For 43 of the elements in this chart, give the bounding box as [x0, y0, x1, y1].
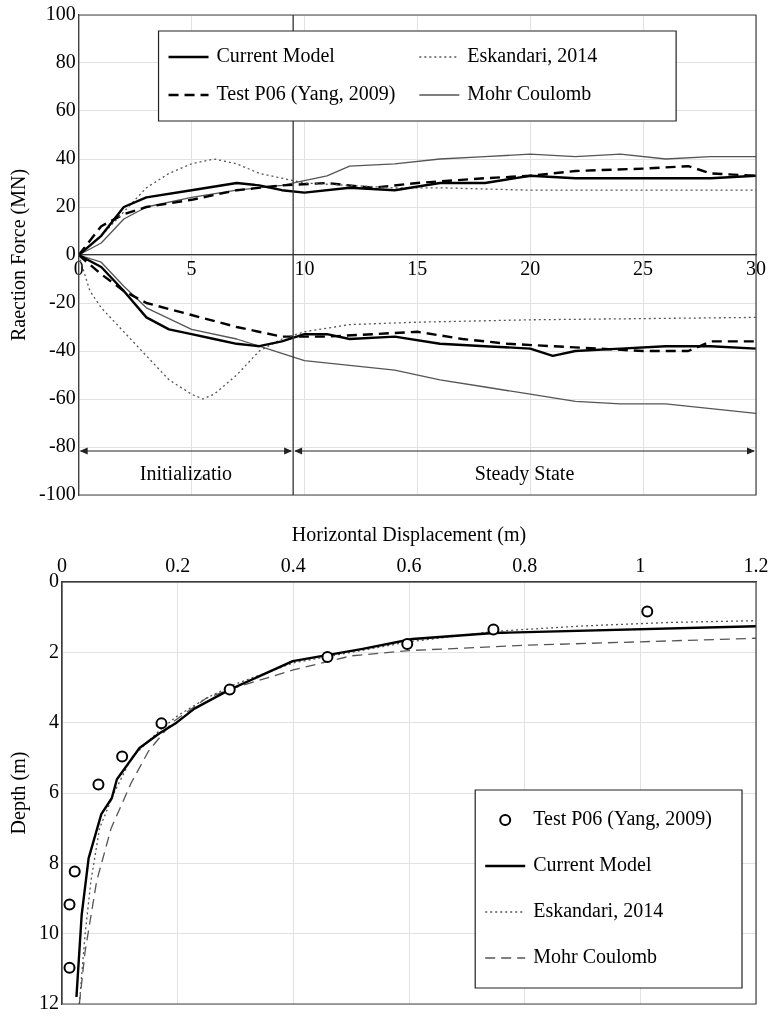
x-tick-label: 25 [633, 257, 654, 280]
y-tick-label: 0 [49, 569, 59, 592]
x-tick-label: 0.6 [396, 554, 422, 577]
legend-label: Current Model [533, 853, 652, 876]
y-tick-label: 10 [39, 920, 59, 943]
x-tick-label: 20 [520, 257, 541, 280]
annotation: Initializatio [139, 462, 232, 485]
x-tick-label: 15 [407, 257, 428, 280]
x-tick-label: 1.2 [743, 554, 769, 577]
y-tick-label: -80 [48, 434, 76, 457]
x-axis-title: Horizontal Displacement (m) [291, 523, 527, 547]
x-tick-label: 30 [746, 257, 766, 280]
annotation: Steady State [474, 462, 575, 486]
x-tick-label: 0.4 [280, 554, 306, 577]
y-tick-label: -20 [48, 290, 76, 313]
x-tick-label: 0.2 [165, 554, 191, 577]
legend-label: Eskandari, 2014 [533, 899, 664, 922]
y-tick-label: 6 [49, 780, 59, 803]
y-tick-label: 80 [55, 50, 76, 73]
y-tick-label: 0 [65, 242, 76, 265]
y-tick-label: 2 [49, 639, 59, 662]
y-tick-label: 20 [55, 194, 76, 217]
legend-label: Test P06 (Yang, 2009) [216, 82, 396, 106]
y-tick-label: 60 [55, 98, 76, 121]
y-tick-label: 40 [55, 146, 76, 169]
y-tick-label: 8 [49, 850, 59, 873]
legend-label: Mohr Coulomb [467, 82, 592, 105]
y-tick-label: 4 [49, 709, 59, 732]
y-tick-label: -40 [48, 338, 76, 361]
x-tick-label: 1 [635, 554, 646, 577]
y-axis-title: Raection Force (MN) [7, 168, 31, 342]
y-tick-label: -100 [38, 482, 76, 505]
y-axis-title: Depth (m) [7, 751, 31, 835]
legend-label: Test P06 (Yang, 2009) [533, 807, 713, 831]
y-tick-label: 12 [39, 991, 59, 1014]
legend-label: Current Model [216, 44, 336, 67]
legend-label: Eskandari, 2014 [467, 44, 598, 67]
legend-label: Mohr Coulomb [533, 945, 658, 968]
x-tick-label: 5 [186, 257, 197, 280]
y-tick-label: 100 [45, 2, 76, 25]
x-tick-label: 10 [294, 257, 315, 280]
x-tick-label: 0.8 [512, 554, 538, 577]
y-tick-label: -60 [48, 386, 76, 409]
